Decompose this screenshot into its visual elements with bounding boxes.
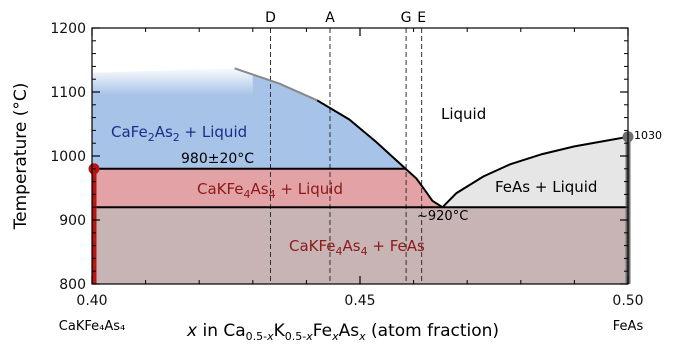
region-label-caKFe4As4-feas: CaKFe4As4 + FeAs [289, 237, 425, 258]
caKFe4As4-liquid-region [92, 168, 443, 208]
region-label-liquid: Liquid [441, 105, 486, 123]
peritectic-temperature-label: 980±20°C [181, 151, 254, 167]
y-axis-title: Temperature (°C) [11, 83, 31, 231]
y-tick-label: 1000 [50, 149, 86, 165]
feas-melting-temperature-label: 1030 [634, 129, 662, 142]
composition-label-A: A [325, 10, 335, 26]
liquidus-left-curve [316, 99, 444, 209]
y-tick-label: 1100 [50, 85, 86, 101]
y-tick-label: 800 [59, 277, 86, 293]
caFe2As2-region-fade [92, 66, 253, 96]
x-tick-compound: CaKFe₄As₄ [59, 319, 125, 334]
x-tick-label: 0.45 [344, 293, 375, 309]
liquidus-right-curve [441, 135, 629, 208]
y-tick-label: 900 [59, 213, 86, 229]
region-label-feas-liquid: FeAs + Liquid [495, 178, 597, 196]
x-tick-compound: FeAs [613, 319, 644, 334]
feas-liquid-region [442, 136, 628, 208]
region-label-caKFe4As4-liquid: CaKFe4As4 + Liquid [197, 180, 343, 201]
eutectic-temperature-label: ~920°C [417, 209, 468, 224]
composition-label-D: D [265, 10, 276, 26]
caKFe4As4-feas-region [92, 207, 628, 284]
y-tick-label: 1200 [50, 21, 86, 37]
composition-label-G: G [401, 10, 412, 26]
liquidus-left-faded-curve [234, 67, 318, 102]
axis-ticks: 800 900 1000 1100 1200 0.40 CaKFe₄As₄ 0.45 0.50 F… [50, 21, 643, 334]
region-label-caFe2As2-liquid: CaFe2As2 + Liquid [111, 123, 247, 144]
x-axis-title: x in Ca0.5-xK0.5-xFexAsx (atom fraction) [186, 321, 499, 343]
x-tick-label: 0.50 [612, 293, 643, 309]
x-tick-label: 0.40 [76, 293, 107, 309]
composition-label-E: E [417, 10, 426, 26]
